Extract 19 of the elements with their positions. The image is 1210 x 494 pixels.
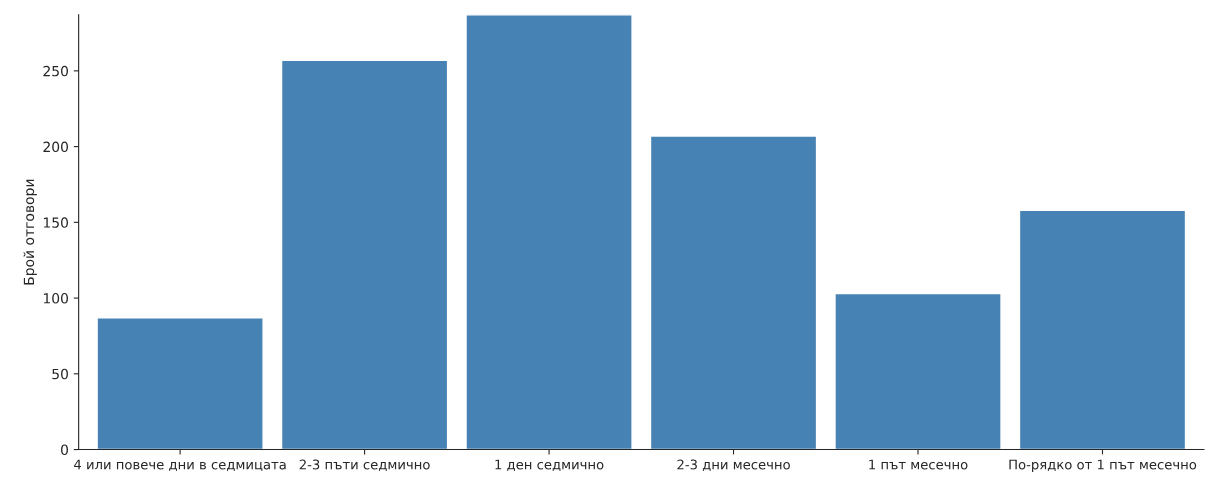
y-tick-label: 50	[52, 368, 69, 380]
bar	[280, 59, 449, 450]
x-tick-label: 2-3 дни месечно	[677, 459, 790, 472]
x-tick-label: 2-3 пъти седмично	[299, 459, 430, 472]
bar	[1018, 209, 1187, 450]
y-tick-label: 250	[43, 65, 68, 77]
bar	[96, 317, 264, 450]
x-tick-label: 1 ден седмично	[495, 459, 604, 472]
x-tick-label: По-рядко от 1 път месечно	[1009, 459, 1197, 473]
x-tick-label: 1 път месечно	[869, 459, 968, 470]
y-axis-title: Брой отговори	[23, 179, 37, 285]
x-tick-label: 4 или повече дни в седмицата	[74, 459, 286, 472]
y-tick-label: 100	[43, 293, 68, 304]
bar	[465, 14, 633, 450]
y-tick-label: 0	[61, 444, 69, 456]
y-tick-label: 200	[43, 141, 68, 153]
bar	[649, 135, 818, 450]
y-tick-label: 150	[43, 217, 68, 228]
bar	[834, 292, 1002, 450]
